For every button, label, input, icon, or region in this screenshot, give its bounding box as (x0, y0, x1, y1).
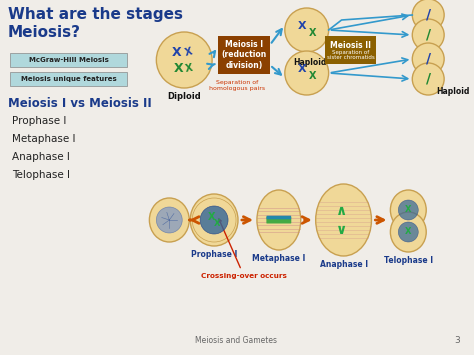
Text: /: / (426, 72, 431, 86)
Text: Meiosis unique features: Meiosis unique features (21, 76, 117, 82)
Text: X: X (297, 64, 306, 74)
Circle shape (156, 207, 182, 233)
Text: Separation of
homologous pairs: Separation of homologous pairs (209, 80, 265, 91)
Text: X: X (173, 61, 183, 75)
FancyBboxPatch shape (266, 216, 291, 219)
Text: X: X (172, 45, 181, 59)
Circle shape (398, 200, 418, 220)
Text: Meiosis I vs Meiosis II: Meiosis I vs Meiosis II (8, 97, 152, 110)
Ellipse shape (391, 190, 426, 230)
Text: What are the stages
Meiosis?: What are the stages Meiosis? (8, 7, 183, 40)
FancyBboxPatch shape (218, 36, 270, 74)
FancyBboxPatch shape (10, 53, 128, 67)
Text: X: X (297, 21, 306, 31)
Ellipse shape (190, 194, 238, 246)
Text: Meiosis I
(reduction
division): Meiosis I (reduction division) (221, 40, 266, 70)
Text: X: X (207, 212, 215, 222)
Text: Meiosis and Gametes: Meiosis and Gametes (195, 336, 277, 345)
FancyBboxPatch shape (266, 217, 292, 224)
Text: X: X (309, 71, 317, 81)
Text: X: X (185, 62, 194, 73)
Text: Crossing-over occurs: Crossing-over occurs (201, 219, 287, 279)
Ellipse shape (156, 32, 212, 88)
Text: McGraw-Hill Meiosis: McGraw-Hill Meiosis (29, 57, 109, 63)
Text: Anaphase I: Anaphase I (319, 260, 368, 269)
Ellipse shape (412, 43, 444, 75)
Text: Anaphase I: Anaphase I (12, 152, 70, 162)
FancyBboxPatch shape (10, 72, 128, 86)
Text: X: X (183, 46, 193, 58)
Ellipse shape (412, 63, 444, 95)
Text: Prophase I: Prophase I (12, 116, 66, 126)
Ellipse shape (149, 198, 189, 242)
Text: Prophase I: Prophase I (191, 250, 237, 259)
Text: X: X (405, 228, 411, 236)
Text: /: / (426, 28, 431, 42)
Ellipse shape (316, 184, 372, 256)
Text: Separation of
sister chromatids: Separation of sister chromatids (327, 50, 374, 60)
Text: Metaphase I: Metaphase I (252, 254, 306, 263)
Text: ∨: ∨ (336, 223, 347, 237)
Ellipse shape (257, 190, 301, 250)
Ellipse shape (285, 51, 328, 95)
Text: Haploid: Haploid (293, 58, 327, 67)
Text: Telophase I: Telophase I (384, 256, 433, 265)
Text: 3: 3 (455, 336, 460, 345)
Text: Haploid: Haploid (437, 87, 470, 96)
Text: Diploid: Diploid (167, 92, 201, 101)
Text: X: X (309, 28, 317, 38)
Ellipse shape (285, 8, 328, 52)
Ellipse shape (391, 212, 426, 252)
Circle shape (200, 206, 228, 234)
Text: ∧: ∧ (336, 204, 347, 218)
Text: Telophase I: Telophase I (12, 170, 70, 180)
Text: Meiosis II: Meiosis II (330, 40, 371, 49)
FancyBboxPatch shape (325, 36, 376, 64)
Text: /: / (426, 52, 431, 66)
Circle shape (398, 222, 418, 242)
Ellipse shape (412, 19, 444, 51)
Text: Metaphase I: Metaphase I (12, 134, 75, 144)
Text: X: X (214, 218, 220, 228)
Ellipse shape (412, 0, 444, 31)
Text: /: / (426, 8, 431, 22)
Text: X: X (405, 206, 411, 214)
